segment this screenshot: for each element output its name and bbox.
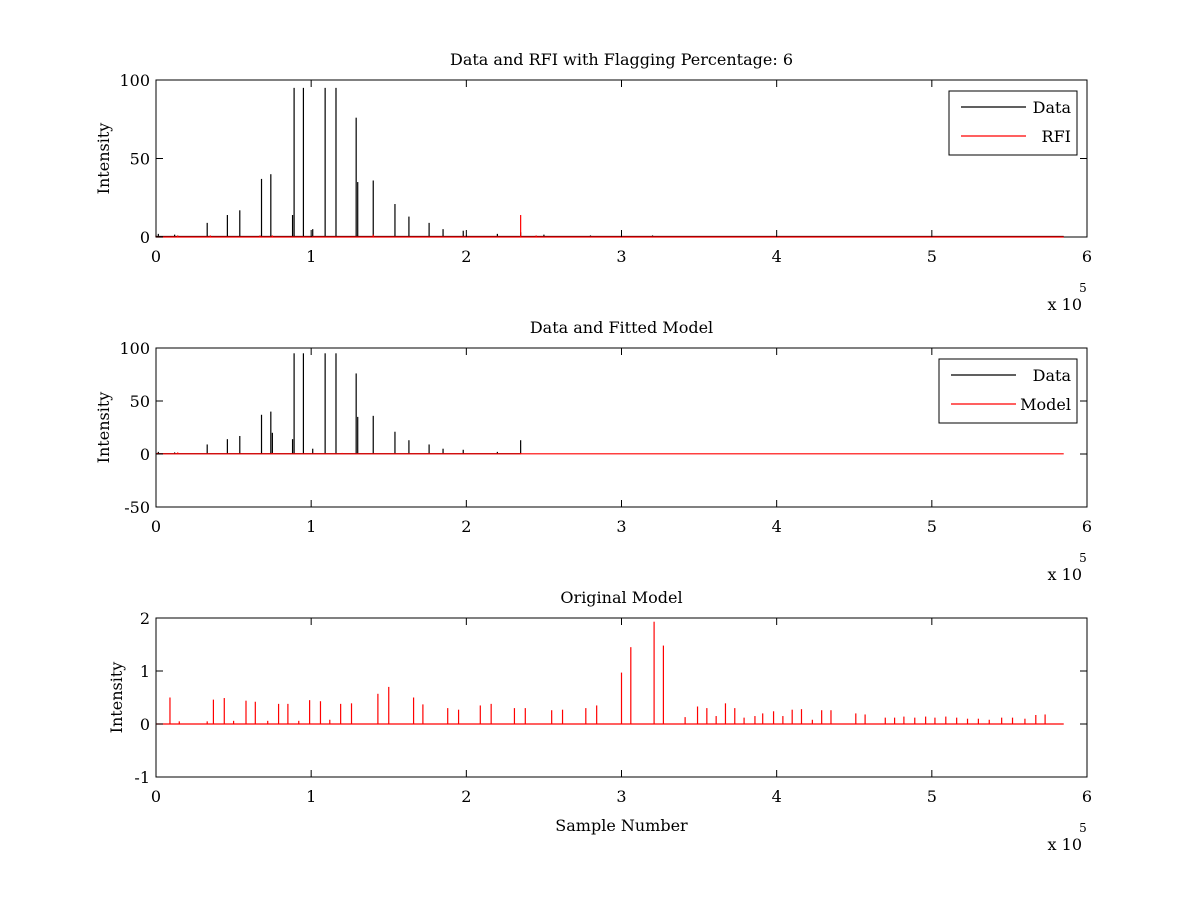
legend: Data RFI [948,90,1078,156]
y-tick-label: 0 [140,715,150,734]
legend-box [948,90,1078,156]
x-tick-label: 3 [616,247,626,266]
legend-entry-label: Data [1033,98,1072,117]
x-tick-label: 4 [772,517,782,536]
x-tick-label: 2 [461,787,471,806]
y-tick-label: 100 [119,71,150,90]
x-tick-label: 5 [927,787,937,806]
legend: Data Model [938,358,1078,424]
x-exponent-label: x 10 [1048,835,1082,854]
y-tick-label: 50 [130,150,150,169]
legend-entry-label: RFI [1042,127,1071,146]
x-tick-label: 5 [927,517,937,536]
legend-entry-label: Data [1033,366,1072,385]
y-axis-label: Intensity [94,123,113,195]
x-tick-label: 0 [151,247,161,266]
legend-box [938,358,1078,424]
x-exponent-superscript: 5 [1079,281,1087,295]
x-tick-label: 6 [1082,787,1092,806]
x-tick-label: 1 [306,517,316,536]
y-tick-label: 0 [140,228,150,247]
x-tick-label: 5 [927,247,937,266]
y-tick-label: 50 [130,392,150,411]
x-tick-label: 4 [772,787,782,806]
x-exponent-label: x 10 [1048,295,1082,314]
x-tick-label: 4 [772,247,782,266]
x-tick-label: 0 [151,787,161,806]
y-tick-label: 1 [140,662,150,681]
x-exponent-superscript: 5 [1079,821,1087,835]
y-tick-label: 0 [140,445,150,464]
x-tick-label: 2 [461,517,471,536]
x-exponent-superscript: 5 [1079,551,1087,565]
x-exponent-label: x 10 [1048,565,1082,584]
y-tick-label: -50 [124,498,150,517]
x-tick-label: 6 [1082,247,1092,266]
plot-area [155,347,1088,508]
x-tick-label: 6 [1082,517,1092,536]
x-axis-label: Sample Number [555,816,688,835]
y-tick-label: 100 [119,339,150,358]
chart-title: Data and RFI with Flagging Percentage: 6 [450,50,793,69]
y-tick-label: 2 [140,609,150,628]
y-axis-label: Intensity [107,662,126,734]
plot-area [155,79,1088,238]
x-tick-label: 0 [151,517,161,536]
legend-entry-label: Model [1020,395,1071,414]
x-tick-label: 2 [461,247,471,266]
series-model [156,452,1064,455]
y-tick-label: -1 [134,768,150,787]
chart-title: Original Model [560,588,682,607]
x-tick-label: 3 [616,787,626,806]
x-tick-label: 1 [306,247,316,266]
series-model-signal [156,621,1064,725]
chart-title: Data and Fitted Model [530,318,713,337]
x-tick-label: 3 [616,517,626,536]
y-axis-label: Intensity [94,392,113,464]
x-tick-label: 1 [306,787,316,806]
